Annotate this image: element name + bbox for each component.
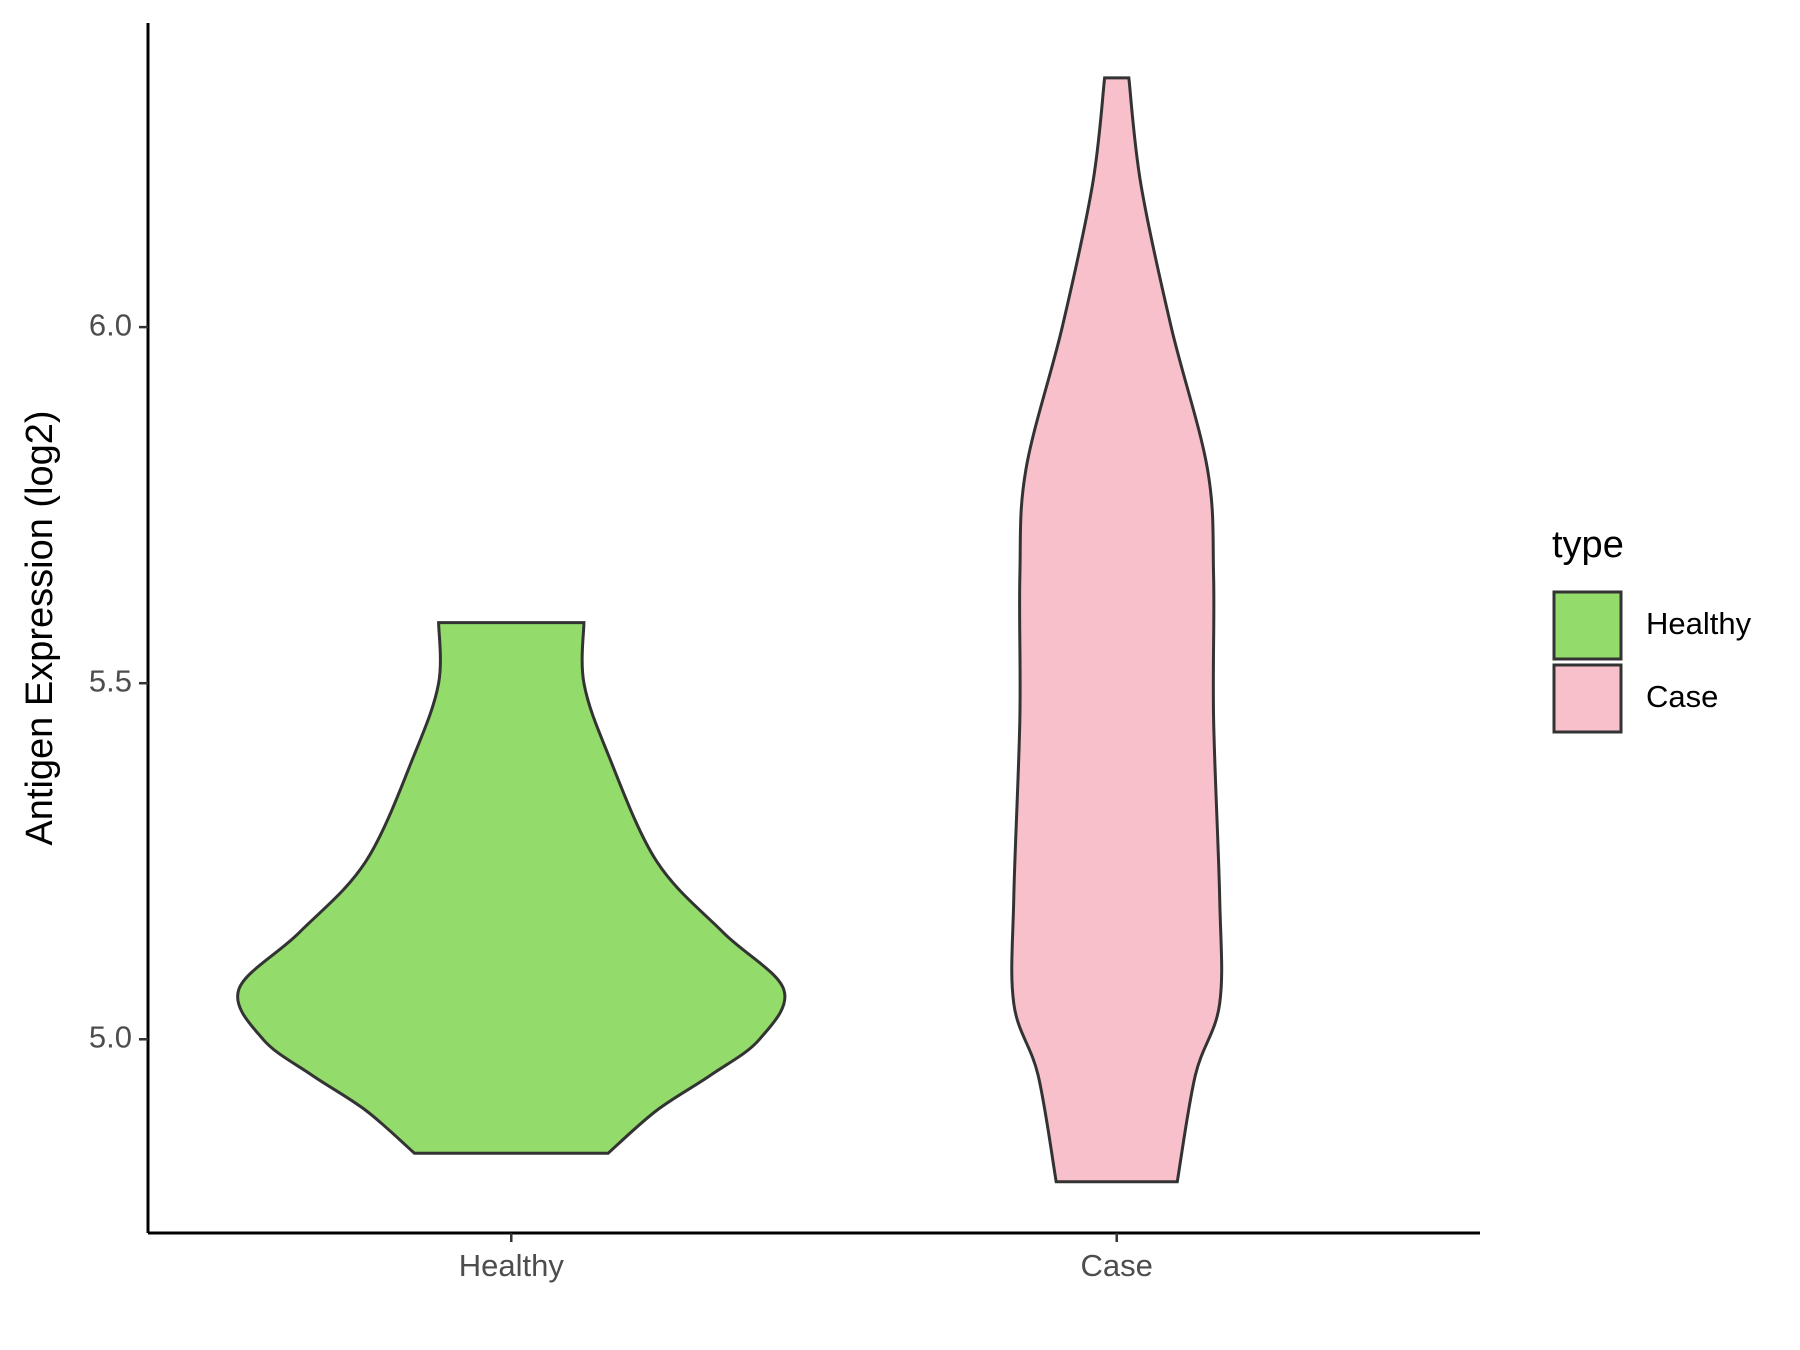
y-tick-label: 5.5	[89, 663, 132, 698]
y-tick-label: 6.0	[89, 307, 132, 342]
legend-label: Case	[1646, 679, 1718, 714]
legend-label: Healthy	[1646, 606, 1752, 641]
y-axis-label: Antigen Expression (log2)	[19, 410, 61, 845]
legend-swatch	[1552, 590, 1623, 661]
legend-swatch	[1552, 663, 1623, 734]
x-tick-label: Healthy	[459, 1248, 565, 1283]
violin	[1010, 76, 1224, 1184]
x-tick-label: Case	[1081, 1248, 1153, 1283]
y-tick-label: 5.0	[89, 1019, 132, 1054]
legend-title: type	[1552, 524, 1624, 566]
violin	[236, 621, 787, 1155]
